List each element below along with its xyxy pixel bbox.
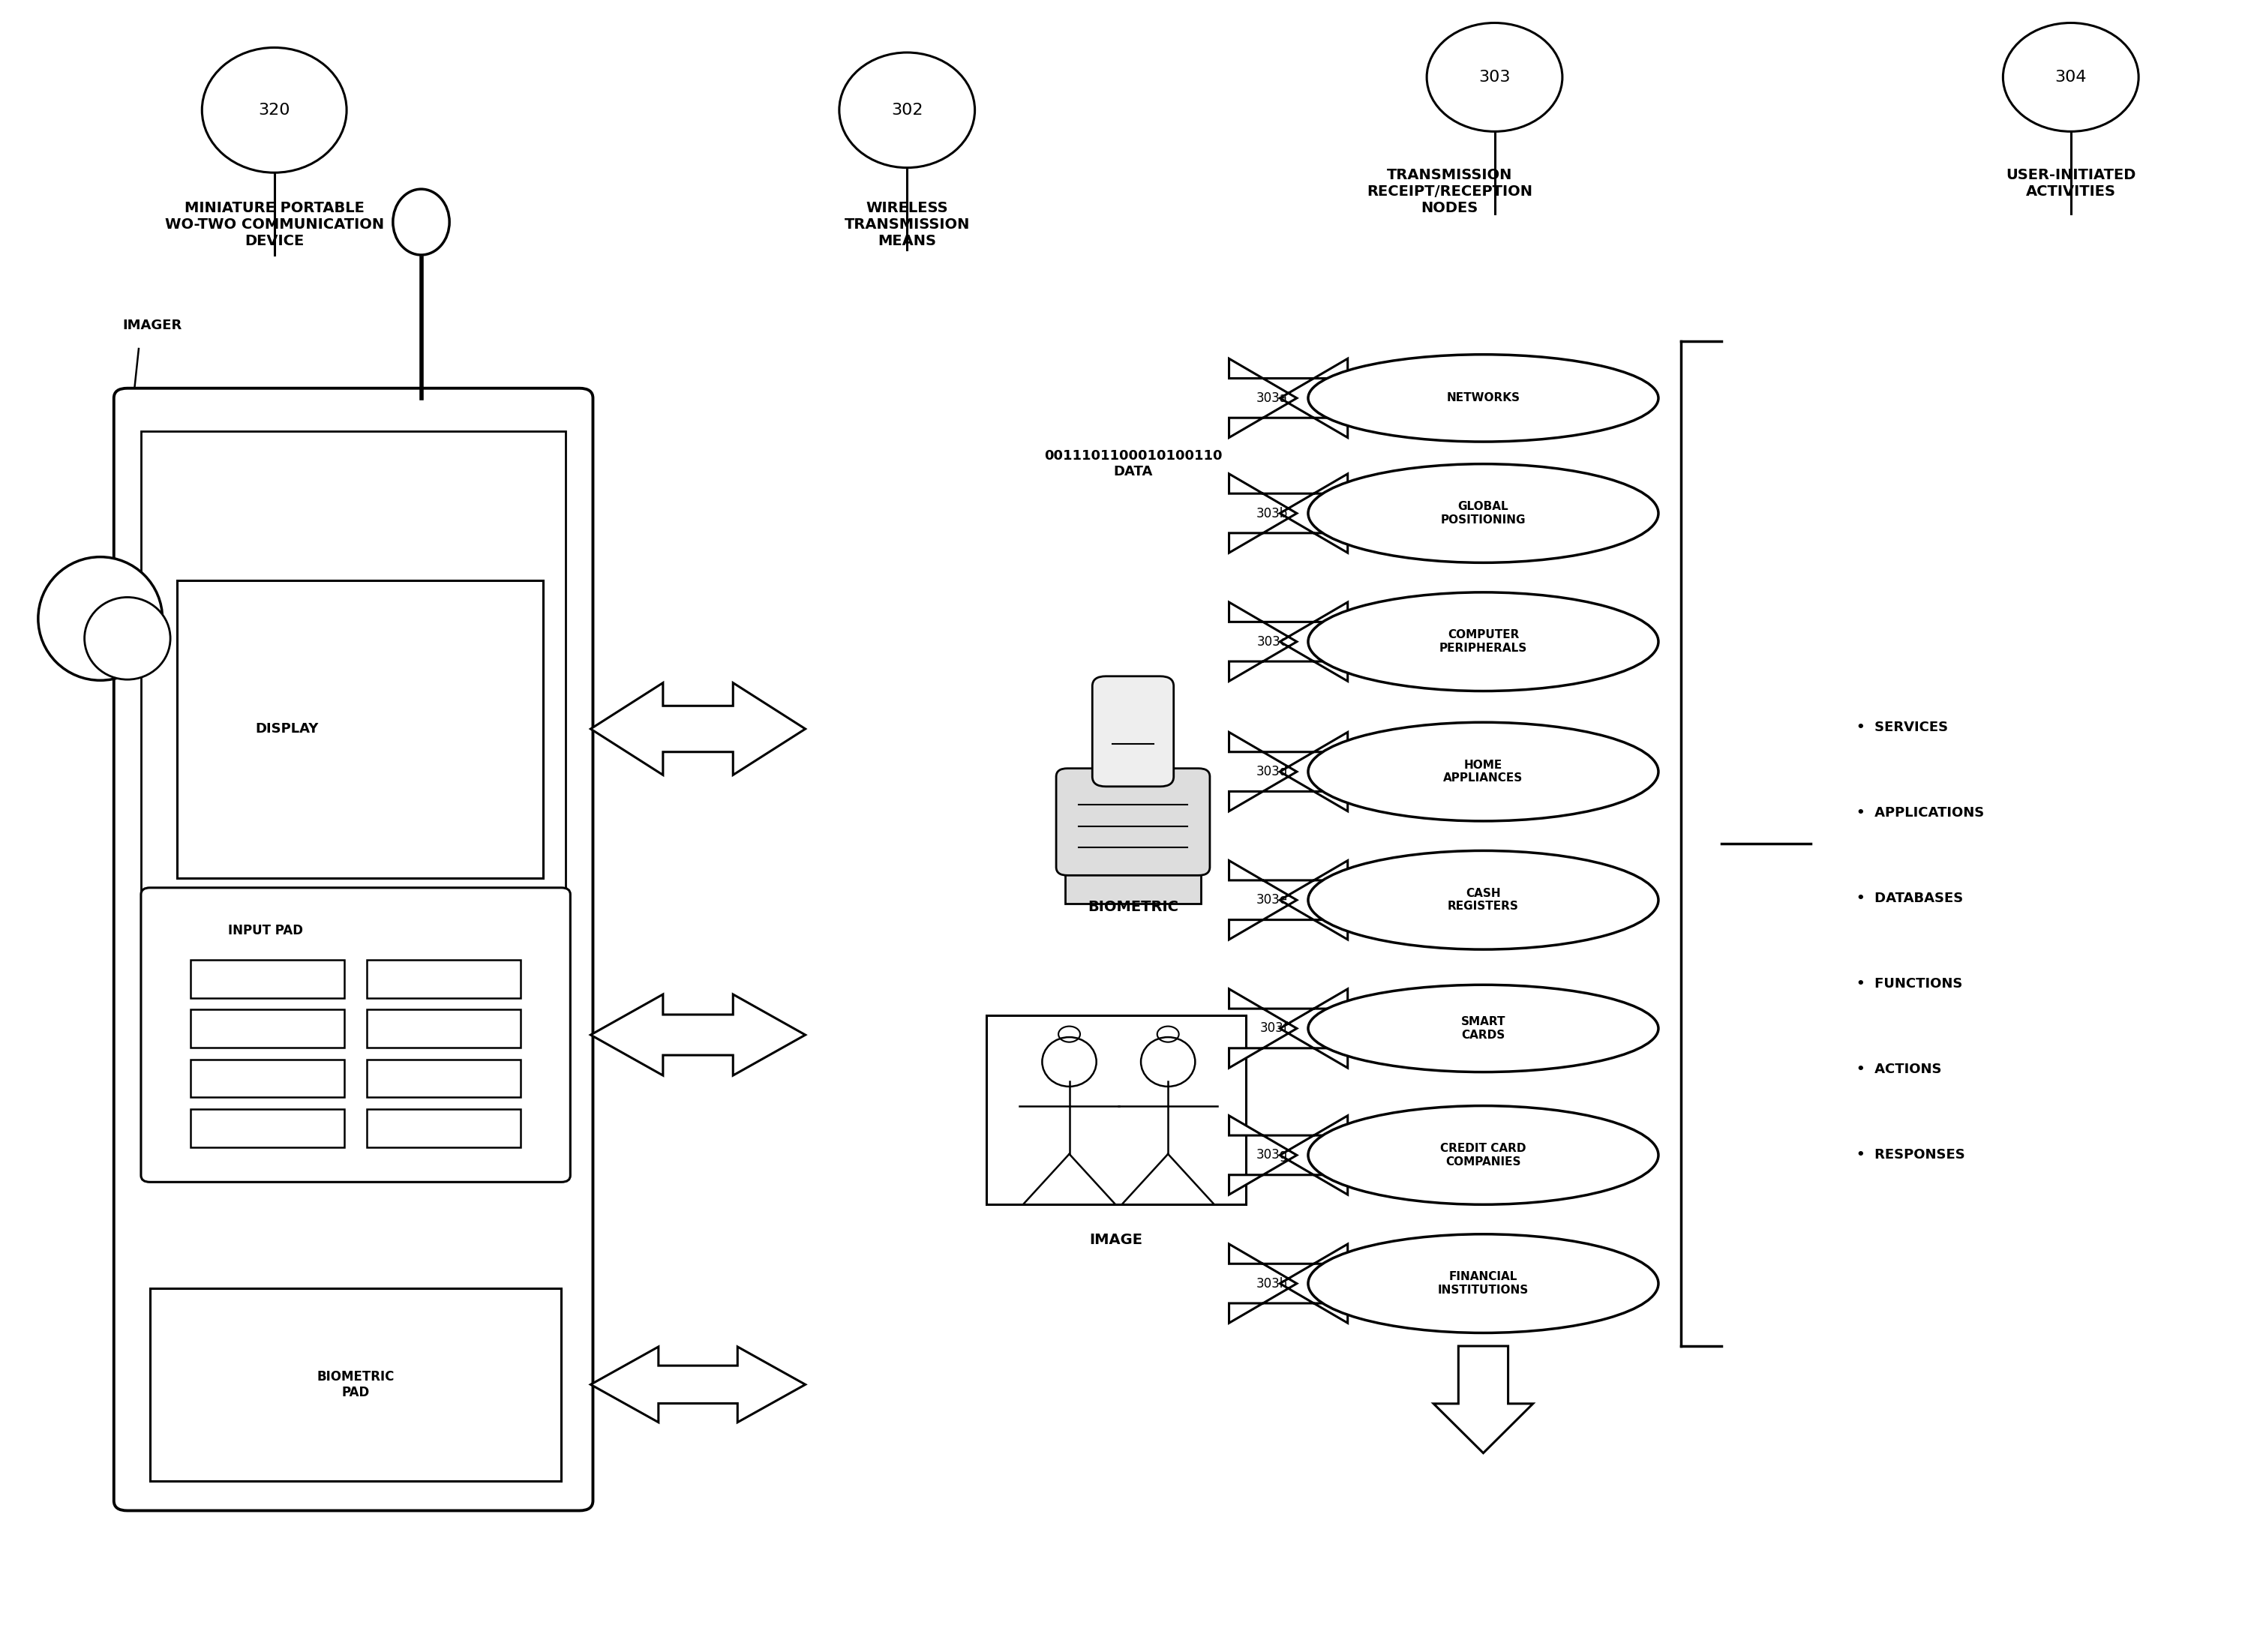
- Text: 320: 320: [258, 102, 290, 117]
- Text: HOME
APPLIANCES: HOME APPLIANCES: [1443, 760, 1523, 783]
- PathPatch shape: [1228, 1115, 1348, 1194]
- Bar: [150, 1289, 562, 1480]
- PathPatch shape: [1228, 990, 1348, 1067]
- Ellipse shape: [39, 557, 163, 681]
- PathPatch shape: [1228, 1244, 1348, 1323]
- PathPatch shape: [1434, 1346, 1534, 1454]
- PathPatch shape: [1228, 474, 1348, 553]
- Ellipse shape: [1307, 985, 1659, 1072]
- Text: 303b: 303b: [1255, 507, 1287, 520]
- Text: INPUT PAD: INPUT PAD: [227, 923, 304, 937]
- Text: MINIATURE PORTABLE
WO-TWO COMMUNICATION
DEVICE: MINIATURE PORTABLE WO-TWO COMMUNICATION …: [165, 200, 383, 248]
- Bar: [190, 1059, 344, 1097]
- Bar: [190, 1009, 344, 1047]
- Text: 303a: 303a: [1255, 392, 1287, 405]
- Ellipse shape: [838, 53, 974, 169]
- Bar: [367, 1108, 521, 1146]
- Text: FINANCIAL
INSTITUTIONS: FINANCIAL INSTITUTIONS: [1439, 1272, 1530, 1295]
- Ellipse shape: [1307, 851, 1659, 950]
- Ellipse shape: [2003, 23, 2139, 132]
- PathPatch shape: [1228, 358, 1348, 438]
- Ellipse shape: [1307, 355, 1659, 441]
- Text: 303g: 303g: [1255, 1148, 1287, 1161]
- FancyBboxPatch shape: [1092, 676, 1174, 786]
- Text: GLOBAL
POSITIONING: GLOBAL POSITIONING: [1441, 501, 1525, 525]
- Text: NETWORKS: NETWORKS: [1446, 393, 1520, 403]
- Text: 0011101100010100110
DATA: 0011101100010100110 DATA: [1045, 449, 1221, 479]
- Ellipse shape: [392, 188, 449, 254]
- PathPatch shape: [591, 1346, 804, 1422]
- Text: •  RESPONSES: • RESPONSES: [1856, 1148, 1965, 1161]
- Ellipse shape: [202, 48, 347, 173]
- FancyBboxPatch shape: [140, 887, 571, 1183]
- FancyBboxPatch shape: [113, 388, 594, 1510]
- Text: 302: 302: [891, 102, 922, 117]
- Bar: [367, 960, 521, 998]
- Text: IMAGER: IMAGER: [122, 319, 181, 332]
- Text: 303h: 303h: [1255, 1277, 1287, 1290]
- Bar: [367, 1009, 521, 1047]
- Text: 303d: 303d: [1255, 765, 1287, 778]
- Text: BIOMETRIC: BIOMETRIC: [1088, 900, 1178, 914]
- Text: 303f: 303f: [1260, 1021, 1287, 1036]
- Text: SMART
CARDS: SMART CARDS: [1462, 1016, 1505, 1041]
- Text: 303e: 303e: [1255, 894, 1287, 907]
- Text: •  DATABASES: • DATABASES: [1856, 892, 1962, 905]
- Text: •  FUNCTIONS: • FUNCTIONS: [1856, 978, 1962, 991]
- Ellipse shape: [1307, 1234, 1659, 1333]
- PathPatch shape: [1228, 861, 1348, 940]
- Text: COMPUTER
PERIPHERALS: COMPUTER PERIPHERALS: [1439, 629, 1527, 654]
- Text: CREDIT CARD
COMPANIES: CREDIT CARD COMPANIES: [1441, 1143, 1527, 1168]
- Ellipse shape: [84, 598, 170, 679]
- Text: •  ACTIONS: • ACTIONS: [1856, 1062, 1942, 1077]
- Bar: [190, 1108, 344, 1146]
- Text: 303c: 303c: [1258, 634, 1287, 649]
- PathPatch shape: [1228, 732, 1348, 811]
- FancyBboxPatch shape: [140, 431, 566, 894]
- Ellipse shape: [1307, 1105, 1659, 1204]
- PathPatch shape: [1228, 603, 1348, 681]
- Text: BIOMETRIC
PAD: BIOMETRIC PAD: [317, 1370, 394, 1399]
- PathPatch shape: [591, 995, 804, 1075]
- Text: WIRELESS
TRANSMISSION
MEANS: WIRELESS TRANSMISSION MEANS: [845, 200, 970, 248]
- PathPatch shape: [591, 682, 804, 775]
- Text: 304: 304: [2055, 69, 2087, 84]
- Bar: [190, 960, 344, 998]
- Text: DISPLAY: DISPLAY: [256, 722, 320, 735]
- Ellipse shape: [1428, 23, 1561, 132]
- Text: •  APPLICATIONS: • APPLICATIONS: [1856, 806, 1983, 819]
- Bar: [177, 580, 544, 877]
- Text: •  SERVICES: • SERVICES: [1856, 720, 1949, 733]
- Text: IMAGE: IMAGE: [1090, 1232, 1142, 1247]
- Text: USER-INITIATED
ACTIVITIES: USER-INITIATED ACTIVITIES: [2005, 169, 2137, 198]
- Bar: [367, 1059, 521, 1097]
- Ellipse shape: [1307, 593, 1659, 691]
- Text: CASH
REGISTERS: CASH REGISTERS: [1448, 887, 1518, 912]
- Ellipse shape: [1307, 722, 1659, 821]
- Text: 303: 303: [1480, 69, 1511, 84]
- Ellipse shape: [1307, 464, 1659, 563]
- Bar: [986, 1016, 1246, 1204]
- Bar: [1065, 867, 1201, 904]
- FancyBboxPatch shape: [1056, 768, 1210, 876]
- Text: TRANSMISSION
RECEIPT/RECEPTION
NODES: TRANSMISSION RECEIPT/RECEPTION NODES: [1366, 169, 1532, 215]
